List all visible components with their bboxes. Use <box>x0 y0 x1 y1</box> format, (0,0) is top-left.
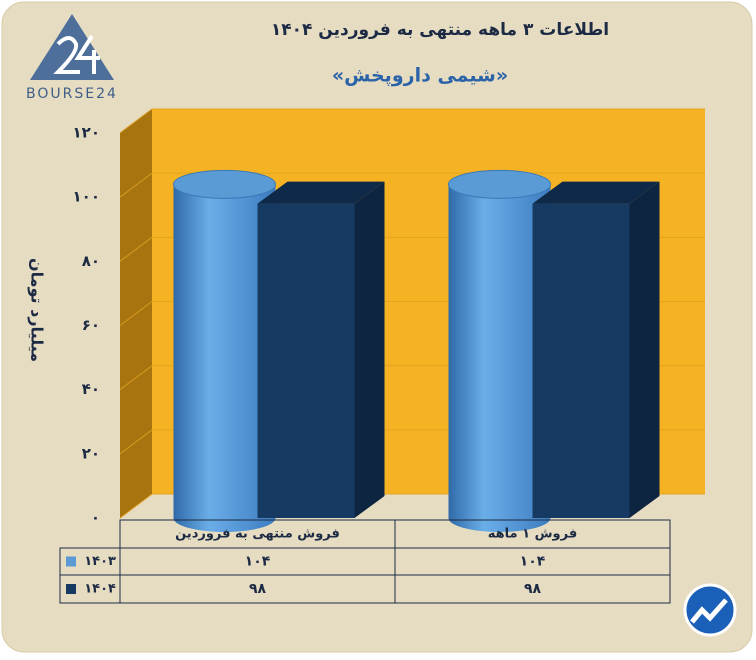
data-label: ۱۰۴ <box>520 554 546 570</box>
bar-body <box>173 184 276 533</box>
data-label: ۹۸ <box>249 581 267 597</box>
x-tick-label: فروش ۱ ماهه <box>488 527 577 542</box>
logo-glyph <box>53 34 100 74</box>
bar-top <box>173 169 276 199</box>
bar-front <box>257 203 355 519</box>
data-label: ۱۰۴ <box>245 554 271 570</box>
logo-text: BOURSE24 <box>26 86 118 102</box>
grid-line <box>119 493 153 519</box>
bar-top <box>448 169 551 199</box>
bar <box>257 181 385 519</box>
bar-side <box>629 181 660 519</box>
grid-line <box>119 365 153 391</box>
legend-label: ۱۴۰۴ <box>84 582 116 597</box>
y-tick-label: ۰ <box>91 509 100 527</box>
icon-arrow <box>690 598 728 624</box>
legend-swatch <box>66 584 76 594</box>
y-tick-label: ۱۲۰ <box>73 124 100 142</box>
y-tick-label: ۴۰ <box>82 380 100 398</box>
x-tick-label: فروش منتهی به فروردین <box>175 527 340 542</box>
grid-line <box>119 172 153 198</box>
chart-title: اطلاعات ۳ ماهه منتهی به فروردین ۱۴۰۴ <box>271 20 609 40</box>
data-label: ۹۸ <box>524 581 542 597</box>
grid-line <box>119 236 153 262</box>
bar-top <box>532 181 660 204</box>
bar-side <box>354 181 385 519</box>
bar <box>532 181 660 519</box>
grid-line <box>119 429 153 455</box>
icon-circle <box>683 583 737 637</box>
grid-line <box>119 301 153 326</box>
y-tick-label: ۲۰ <box>82 444 100 462</box>
y-tick-label: ۶۰ <box>82 316 100 334</box>
bar-body <box>448 184 551 533</box>
logo: BOURSE24 <box>26 14 118 102</box>
y-tick-label: ۱۰۰ <box>73 188 100 206</box>
grid-line <box>119 108 153 134</box>
legend-label: ۱۴۰۳ <box>84 554 116 569</box>
bar-front <box>532 203 630 519</box>
corner-icon <box>683 583 737 637</box>
y-tick-label: ۸۰ <box>82 252 100 270</box>
bar <box>173 169 276 533</box>
bar <box>448 169 551 533</box>
y-axis-label: میلیارد تومان <box>28 258 47 362</box>
legend-swatch <box>66 556 76 567</box>
bar-top <box>257 181 385 204</box>
chart-subtitle: «شیمی داروپخش» <box>332 65 508 87</box>
